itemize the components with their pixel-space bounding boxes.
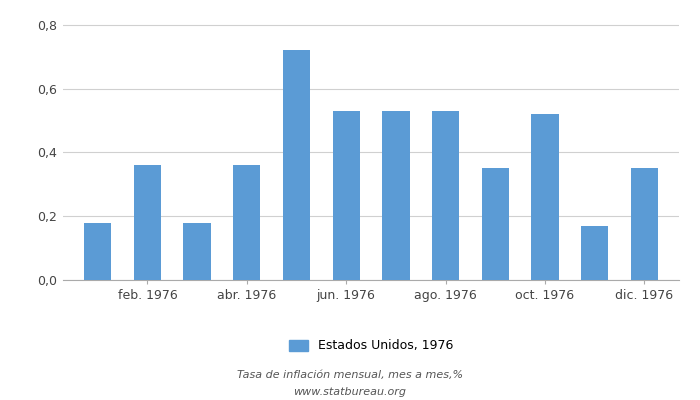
Bar (332, 111, 360, 280)
Bar (183, 222, 211, 280)
Bar (482, 168, 509, 280)
Bar (382, 111, 410, 280)
Text: www.statbureau.org: www.statbureau.org (293, 387, 407, 397)
Bar (531, 114, 559, 280)
Text: Tasa de inflación mensual, mes a mes,%: Tasa de inflación mensual, mes a mes,% (237, 370, 463, 380)
Bar (283, 50, 310, 280)
Bar (581, 226, 608, 280)
Bar (134, 165, 161, 280)
Bar (631, 168, 658, 280)
Bar (432, 111, 459, 280)
Legend: Estados Unidos, 1976: Estados Unidos, 1976 (284, 334, 458, 358)
Bar (233, 165, 260, 280)
Bar (84, 222, 111, 280)
